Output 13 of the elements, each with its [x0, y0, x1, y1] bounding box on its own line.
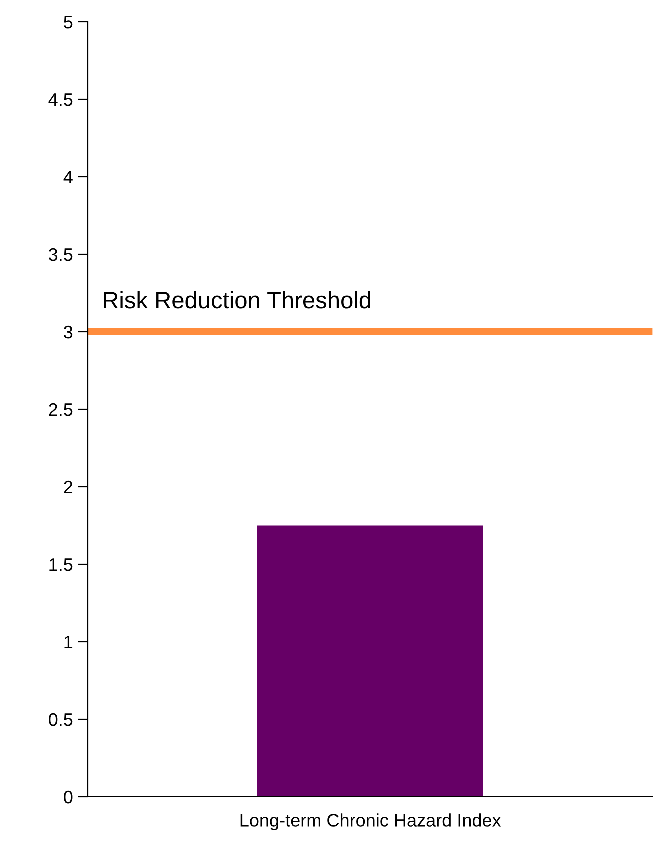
y-tick-label: 2.5	[49, 403, 73, 416]
y-tick-label: 2	[64, 480, 73, 494]
y-tick-label: 4	[64, 171, 73, 184]
y-tick-label: 4.5	[48, 94, 73, 106]
y-tick-label: 3.5	[49, 248, 73, 262]
y-tick-label: 1.5	[50, 558, 73, 572]
ref-line-label: Risk Reduction Threshold	[104, 291, 371, 309]
y-tick-label: 3	[64, 326, 73, 339]
y-tick-label: 0.5	[49, 713, 73, 726]
y-tick-label: 0	[64, 790, 73, 804]
x-tick-label: Long-term Chronic Hazard Index	[240, 814, 502, 830]
y-tick-label: 1	[64, 636, 73, 649]
y-tick-label: 5	[64, 16, 73, 29]
